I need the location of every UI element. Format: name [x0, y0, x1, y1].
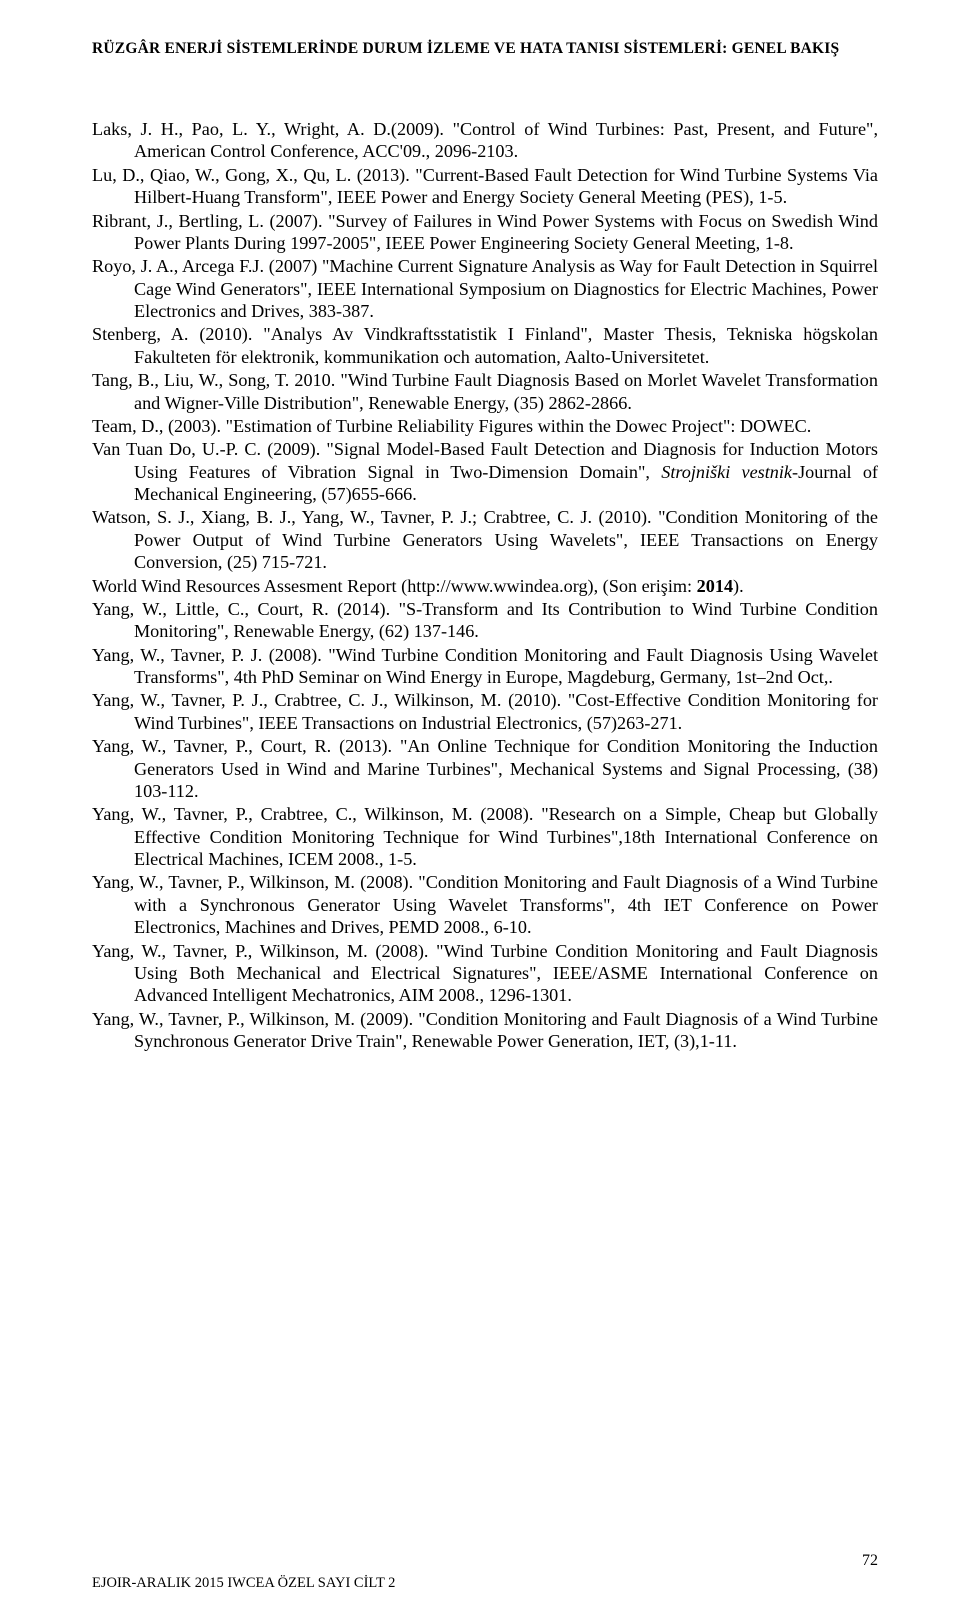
references-list: Laks, J. H., Pao, L. Y., Wright, A. D.(2…	[92, 118, 878, 1052]
ref-text: World Wind Resources Assesment Report (h…	[92, 576, 697, 596]
ref-italic: Strojniški vestnik-	[661, 462, 798, 482]
reference-item: Yang, W., Tavner, P., Wilkinson, M. (200…	[92, 871, 878, 938]
reference-item: Royo, J. A., Arcega F.J. (2007) "Machine…	[92, 255, 878, 322]
reference-item: Watson, S. J., Xiang, B. J., Yang, W., T…	[92, 506, 878, 573]
reference-item: Team, D., (2003). "Estimation of Turbine…	[92, 415, 878, 437]
reference-item: Tang, B., Liu, W., Song, T. 2010. "Wind …	[92, 369, 878, 414]
reference-item: Yang, W., Little, C., Court, R. (2014). …	[92, 598, 878, 643]
reference-item: Laks, J. H., Pao, L. Y., Wright, A. D.(2…	[92, 118, 878, 163]
reference-item: Yang, W., Tavner, P., Wilkinson, M. (200…	[92, 940, 878, 1007]
reference-item: Yang, W., Tavner, P. J., Crabtree, C. J.…	[92, 689, 878, 734]
reference-item: World Wind Resources Assesment Report (h…	[92, 575, 878, 597]
reference-item: Yang, W., Tavner, P., Crabtree, C., Wilk…	[92, 803, 878, 870]
reference-item: Van Tuan Do, U.-P. C. (2009). "Signal Mo…	[92, 438, 878, 505]
page-header-title: RÜZGÂR ENERJİ SİSTEMLERİNDE DURUM İZLEME…	[92, 40, 878, 58]
reference-item: Yang, W., Tavner, P., Court, R. (2013). …	[92, 735, 878, 802]
reference-item: Lu, D., Qiao, W., Gong, X., Qu, L. (2013…	[92, 164, 878, 209]
reference-item: Stenberg, A. (2010). "Analys Av Vindkraf…	[92, 323, 878, 368]
reference-item: Yang, W., Tavner, P., Wilkinson, M. (200…	[92, 1008, 878, 1053]
footer-journal-info: EJOIR-ARALIK 2015 IWCEA ÖZEL SAYI CİLT 2	[92, 1575, 395, 1592]
ref-text: ).	[733, 576, 744, 596]
ref-bold: 2014	[697, 576, 733, 596]
reference-item: Ribrant, J., Bertling, L. (2007). "Surve…	[92, 210, 878, 255]
page-number: 72	[862, 1552, 878, 1570]
reference-item: Yang, W., Tavner, P. J. (2008). "Wind Tu…	[92, 644, 878, 689]
